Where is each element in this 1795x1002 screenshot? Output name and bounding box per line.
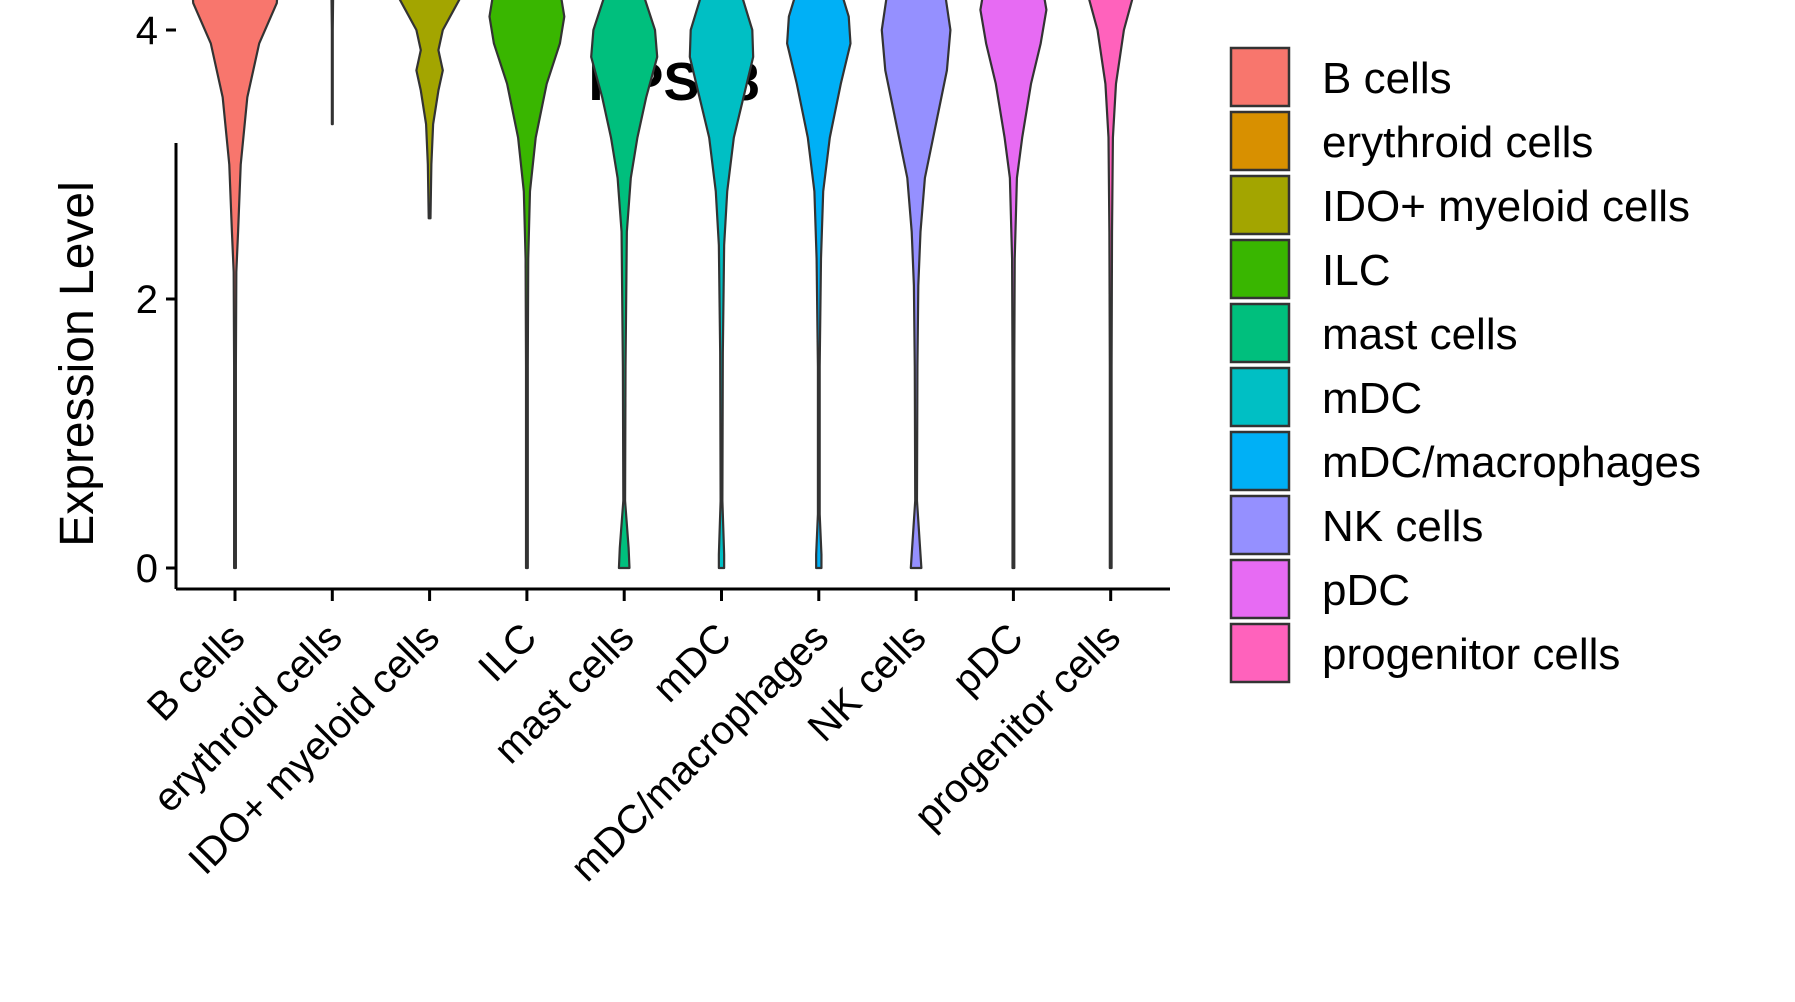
violin-mdc-macrophages xyxy=(786,0,852,570)
legend: B cells erythroid cells IDO+ myeloid cells… xyxy=(1229,46,1701,684)
violin-ido-myeloid-cells xyxy=(398,0,461,220)
legend-label: mDC xyxy=(1322,374,1422,423)
legend-label: mast cells xyxy=(1322,310,1518,359)
violin-layer xyxy=(191,0,1134,570)
legend-label: NK cells xyxy=(1322,502,1483,551)
y-tick-label: 0 xyxy=(136,547,158,591)
legend-label: mDC/macrophages xyxy=(1322,438,1701,487)
x-tick-label: pDC xyxy=(944,615,1032,703)
violin-pdc xyxy=(979,0,1048,570)
legend-key xyxy=(1229,174,1291,236)
legend-key xyxy=(1229,558,1291,620)
y-axis-title: Expression Level xyxy=(51,181,104,547)
legend-label: B cells xyxy=(1322,54,1452,103)
legend-label: pDC xyxy=(1322,566,1410,615)
legend-key xyxy=(1229,110,1291,172)
violin-progenitor-cells xyxy=(1088,0,1134,570)
legend-label: progenitor cells xyxy=(1322,630,1620,679)
legend-key xyxy=(1229,430,1291,492)
y-tick-label: 4 xyxy=(136,9,158,53)
legend-key xyxy=(1229,366,1291,428)
y-tick-label: 2 xyxy=(136,278,158,322)
violin-mast-cells xyxy=(590,0,659,570)
violin-nk-cells xyxy=(880,0,952,570)
x-tick-label: ILC xyxy=(470,615,545,690)
legend-label: IDO+ myeloid cells xyxy=(1322,182,1690,231)
violin-ilc xyxy=(488,0,566,570)
violin-erythroid-cells xyxy=(330,0,335,126)
legend-label: ILC xyxy=(1322,246,1390,295)
legend-key xyxy=(1229,494,1291,556)
legend-key xyxy=(1229,302,1291,364)
violin-mdc xyxy=(688,0,755,570)
violin-b-cells xyxy=(191,0,279,570)
legend-key xyxy=(1229,46,1291,108)
y-axis: 0246 xyxy=(136,9,178,591)
legend-key xyxy=(1229,622,1291,684)
legend-key xyxy=(1229,238,1291,300)
legend-label: erythroid cells xyxy=(1322,118,1593,167)
